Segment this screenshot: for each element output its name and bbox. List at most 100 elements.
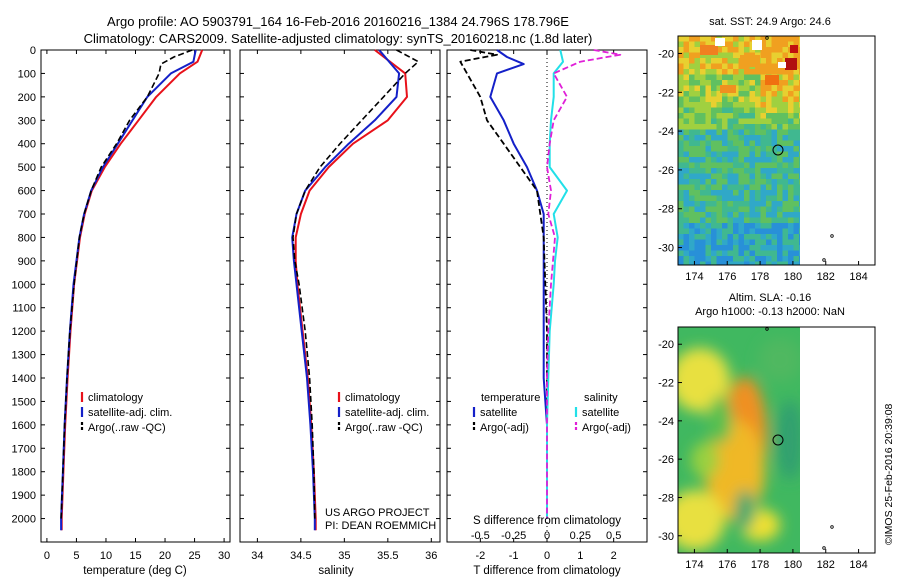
salinity-legend: climatology satellite-adj. clim. Argo(..ra… <box>337 392 429 434</box>
x-tick-label: 15 <box>129 550 141 562</box>
temperature-xlabel: temperature (deg C) <box>83 565 187 577</box>
x-tick-label: 30 <box>218 550 230 562</box>
depth-tick-label: 1700 <box>12 443 36 455</box>
credit-line2: PI: DEAN ROEMMICH <box>325 520 436 532</box>
sla-map-frame <box>677 326 876 554</box>
map-lon-label: 182 <box>817 271 835 283</box>
legend-label: Argo(..raw -QC) <box>88 422 166 434</box>
series-line-satellite-adj-clim- <box>60 49 197 531</box>
legend-label: satellite-adj. clim. <box>345 407 429 419</box>
map-lat-label: -20 <box>658 339 674 351</box>
sla-argo-location-marker <box>772 434 784 446</box>
sst-map-frame <box>677 35 876 266</box>
legend-label: Argo(..raw -QC) <box>345 422 423 434</box>
map-lat-label: -22 <box>658 87 674 99</box>
sst-map-title: sat. SST: 24.9 Argo: 24.6 <box>709 16 831 28</box>
x-tick-label: 2 <box>611 550 617 562</box>
island-marker <box>822 546 826 550</box>
depth-tick-label: 0 <box>30 45 36 57</box>
sla-map-title-line2: Argo h1000: -0.13 h2000: NaN <box>695 306 845 318</box>
x-tick-label: 10 <box>100 550 112 562</box>
difference-legend: temperature salinity satellite Argo(-adj) sa… <box>472 392 631 434</box>
x-tick-label: 0 <box>544 550 550 562</box>
depth-tick-label: 1900 <box>12 490 36 502</box>
series-line-salinity-satellite <box>546 49 568 519</box>
depth-tick-label: 1600 <box>12 420 36 432</box>
depth-tick-label: 1200 <box>12 326 36 338</box>
temperature-series <box>60 49 204 531</box>
legend-label: satellite <box>582 407 619 419</box>
depth-tick-label: 1000 <box>12 279 36 291</box>
top-x-tick-label: -0.25 <box>501 530 526 542</box>
map-lat-label: -24 <box>658 126 674 138</box>
map-lon-label: 178 <box>751 271 769 283</box>
top-x-tick-label: 0.5 <box>606 530 621 542</box>
x-tick-label: 34 <box>251 550 263 562</box>
series-line-temperature-satellite <box>489 49 548 519</box>
map-lat-label: -24 <box>658 416 674 428</box>
island-marker <box>830 525 834 529</box>
difference-top-xlabel: S difference from climatology <box>473 515 621 527</box>
depth-tick-label: 700 <box>18 209 36 221</box>
map-lon-label: 176 <box>718 271 736 283</box>
map-lat-label: -26 <box>658 165 674 177</box>
depth-tick-label: 200 <box>18 92 36 104</box>
credit-line1: US ARGO PROJECT <box>325 507 430 519</box>
sst-map <box>678 36 800 265</box>
island-marker <box>765 327 769 331</box>
panel-ticks <box>41 49 647 542</box>
series-line-satellite-adj-clim- <box>291 49 401 531</box>
depth-tick-label: 600 <box>18 186 36 198</box>
figure-title-line1: Argo profile: AO 5903791_164 16-Feb-2016… <box>107 14 569 29</box>
map-lon-label: 174 <box>685 271 703 283</box>
depth-tick-label: 300 <box>18 115 36 127</box>
x-tick-label: 35.5 <box>377 550 398 562</box>
map-lat-label: -30 <box>658 531 674 543</box>
x-tick-label: 35 <box>338 550 350 562</box>
temperature-legend: climatology satellite-adj. clim. Argo(..ra… <box>80 392 172 434</box>
map-lat-label: -22 <box>658 378 674 390</box>
legend-label: climatology <box>88 392 144 404</box>
x-tick-labels: 0 5 10 15 20 25 30 34 34.5 35 35.5 36 -2 -1 0 1 2 -0.5 -0.… <box>44 530 621 562</box>
map-lat-label: -20 <box>658 48 674 60</box>
depth-tick-label: 1100 <box>12 303 36 315</box>
x-tick-label: -2 <box>475 550 485 562</box>
salinity-panel-frame <box>239 49 441 543</box>
depth-axis: 0 100 200 300 400 500 600 700 800 900 1000 1100 1200… <box>12 45 36 526</box>
x-tick-label: 25 <box>188 550 200 562</box>
sla-map <box>678 327 800 553</box>
sst-map-ticks: 174 176 178 180 182 184 -20 -22 -24 -26 -28 -30 <box>658 48 868 283</box>
map-lat-label: -28 <box>658 204 674 216</box>
map-lat-label: -30 <box>658 243 674 255</box>
depth-tick-label: 2000 <box>12 514 36 526</box>
island-marker <box>822 258 826 262</box>
legend-heading: temperature <box>481 392 540 404</box>
island-marker <box>830 234 834 238</box>
legend-label: Argo(-adj) <box>582 422 631 434</box>
series-line-argo-raw-qc- <box>292 49 420 519</box>
map-lon-label: 184 <box>849 271 867 283</box>
top-x-tick-label: 0.25 <box>570 530 591 542</box>
map-lat-label: -26 <box>658 454 674 466</box>
sla-map-ticks: 174 176 178 180 182 184 -20 -22 -24 -26 -28 -30 <box>658 36 868 571</box>
top-x-tick-label: -0.5 <box>471 530 490 542</box>
series-line-argo-raw-qc- <box>60 49 193 519</box>
difference-xlabel: T difference from climatology <box>473 565 620 577</box>
sst-argo-location-marker <box>772 144 784 156</box>
legend-label: satellite-adj. clim. <box>88 407 172 419</box>
sla-map-title-line1: Altim. SLA: -0.16 <box>729 292 812 304</box>
difference-series <box>459 49 622 542</box>
depth-tick-label: 400 <box>18 139 36 151</box>
depth-tick-label: 100 <box>18 68 36 80</box>
depth-tick-label: 1800 <box>12 467 36 479</box>
depth-tick-label: 500 <box>18 162 36 174</box>
x-tick-label: 36 <box>425 550 437 562</box>
legend-label: satellite <box>480 407 517 419</box>
salinity-xlabel: salinity <box>318 565 353 577</box>
x-tick-label: 34.5 <box>290 550 311 562</box>
legend-label: Argo(-adj) <box>480 422 529 434</box>
x-tick-label: 20 <box>159 550 171 562</box>
map-lon-label: 174 <box>685 559 703 571</box>
figure-title-line2: Climatology: CARS2009. Satellite-adjuste… <box>84 31 593 46</box>
